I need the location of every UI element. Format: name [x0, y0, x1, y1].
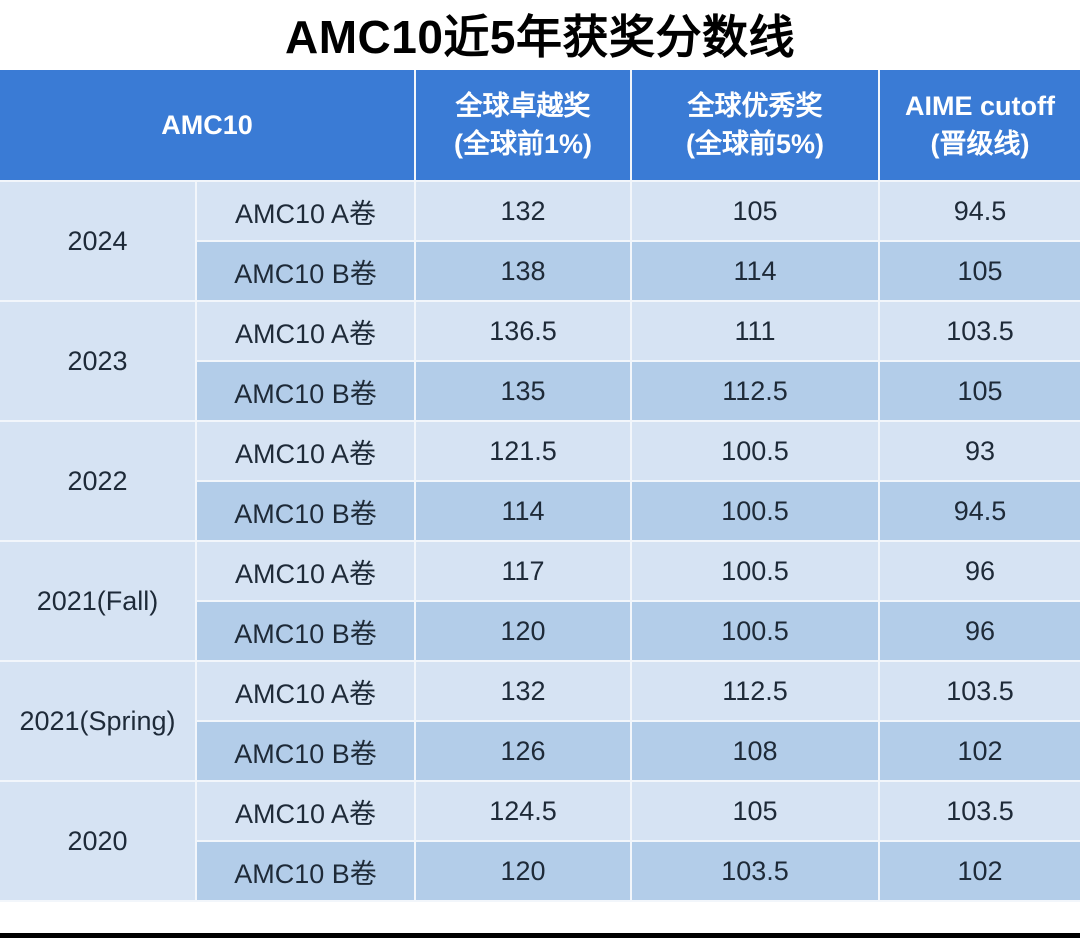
table-row: AMC10 B卷 120 100.5 96 [0, 600, 1080, 662]
honor-cell: 103.5 [630, 840, 880, 902]
aime-cell: 96 [878, 600, 1080, 662]
table-row: 2021(Fall) AMC10 A卷 117 100.5 96 [0, 540, 1080, 662]
header-aime-cutoff: AIME cutoff (晋级线) [878, 70, 1080, 182]
paper-cell: AMC10 B卷 [196, 480, 416, 542]
paper-cell: AMC10 A卷 [195, 180, 416, 242]
honor-cell: 105 [630, 180, 880, 242]
table-row: 2021(Spring) AMC10 A卷 132 112.5 103.5 [0, 660, 1080, 782]
honor-cell: 112.5 [630, 660, 880, 722]
aime-cell: 103.5 [878, 780, 1080, 842]
header-amc10-label: AMC10 [161, 110, 253, 140]
distinction-cell: 132 [414, 180, 632, 242]
aime-cell: 96 [878, 540, 1080, 602]
aime-cell: 103.5 [878, 300, 1080, 362]
distinction-cell: 124.5 [414, 780, 632, 842]
header-amc10: AMC10 [0, 70, 416, 182]
paper-cell: AMC10 A卷 [195, 300, 416, 362]
aime-cell: 105 [878, 360, 1080, 422]
paper-cell: AMC10 A卷 [195, 540, 416, 602]
header-honor-roll: 全球优秀奖 (全球前5%) [630, 70, 880, 182]
score-table: AMC10 全球卓越奖 (全球前1%) 全球优秀奖 (全球前5%) AIME c… [0, 70, 1080, 902]
paper-cell: AMC10 B卷 [196, 240, 416, 302]
table-row: AMC10 B卷 135 112.5 105 [0, 360, 1080, 422]
distinction-cell: 114 [414, 480, 632, 542]
table-row: 2020 AMC10 A卷 124.5 105 103.5 [0, 780, 1080, 902]
table-row: 2022 AMC10 A卷 121.5 100.5 93 [0, 420, 1080, 542]
paper-cell: AMC10 B卷 [196, 360, 416, 422]
year-cell: 2022 [0, 420, 197, 542]
honor-cell: 100.5 [630, 480, 880, 542]
paper-cell: AMC10 B卷 [196, 600, 416, 662]
header-distinction-subtitle: (全球前1%) [453, 129, 592, 159]
paper-cell: AMC10 A卷 [195, 420, 416, 482]
header-honor-title: 全球优秀奖 [687, 91, 823, 121]
honor-cell: 105 [630, 780, 880, 842]
table-row: 2024 AMC10 A卷 132 105 94.5 [0, 180, 1080, 302]
aime-cell: 102 [878, 720, 1080, 782]
header-distinction: 全球卓越奖 (全球前1%) [414, 70, 632, 182]
distinction-cell: 135 [414, 360, 632, 422]
aime-cell: 102 [878, 840, 1080, 902]
honor-cell: 100.5 [630, 540, 880, 602]
year-cell: 2024 [0, 180, 197, 302]
honor-cell: 111 [630, 300, 880, 362]
table-row: 2023 AMC10 A卷 136.5 111 103.5 [0, 300, 1080, 422]
year-cell: 2021(Fall) [0, 540, 197, 662]
honor-cell: 100.5 [630, 420, 880, 482]
header-aime-subtitle: (晋级线) [930, 129, 1030, 159]
distinction-cell: 117 [414, 540, 632, 602]
table-row: AMC10 B卷 138 114 105 [0, 240, 1080, 302]
aime-cell: 94.5 [878, 480, 1080, 542]
distinction-cell: 132 [414, 660, 632, 722]
distinction-cell: 126 [414, 720, 632, 782]
aime-cell: 93 [878, 420, 1080, 482]
page-title: AMC10近5年获奖分数线 [284, 11, 795, 63]
paper-cell: AMC10 A卷 [195, 660, 416, 722]
aime-cell: 103.5 [878, 660, 1080, 722]
paper-cell: AMC10 B卷 [196, 720, 416, 782]
table-row: AMC10 B卷 120 103.5 102 [0, 840, 1080, 902]
aime-cell: 94.5 [878, 180, 1080, 242]
honor-cell: 114 [630, 240, 880, 302]
distinction-cell: 136.5 [414, 300, 632, 362]
honor-cell: 100.5 [630, 600, 880, 662]
year-cell: 2021(Spring) [0, 660, 197, 782]
distinction-cell: 121.5 [414, 420, 632, 482]
header-honor-subtitle: (全球前5%) [685, 129, 824, 159]
year-cell: 2023 [0, 300, 197, 422]
distinction-cell: 120 [414, 840, 632, 902]
year-cell: 2020 [0, 780, 197, 902]
header-distinction-title: 全球卓越奖 [455, 91, 591, 121]
aime-cell: 105 [878, 240, 1080, 302]
header-row: AMC10 全球卓越奖 (全球前1%) 全球优秀奖 (全球前5%) AIME c… [0, 70, 1080, 182]
header-aime-title: AIME cutoff [905, 91, 1055, 121]
table-row: AMC10 B卷 126 108 102 [0, 720, 1080, 782]
distinction-cell: 120 [414, 600, 632, 662]
table-row: AMC10 B卷 114 100.5 94.5 [0, 480, 1080, 542]
paper-cell: AMC10 A卷 [195, 780, 416, 842]
paper-cell: AMC10 B卷 [196, 840, 416, 902]
honor-cell: 108 [630, 720, 880, 782]
honor-cell: 112.5 [630, 360, 880, 422]
bottom-edge-bar [0, 933, 1080, 938]
distinction-cell: 138 [414, 240, 632, 302]
